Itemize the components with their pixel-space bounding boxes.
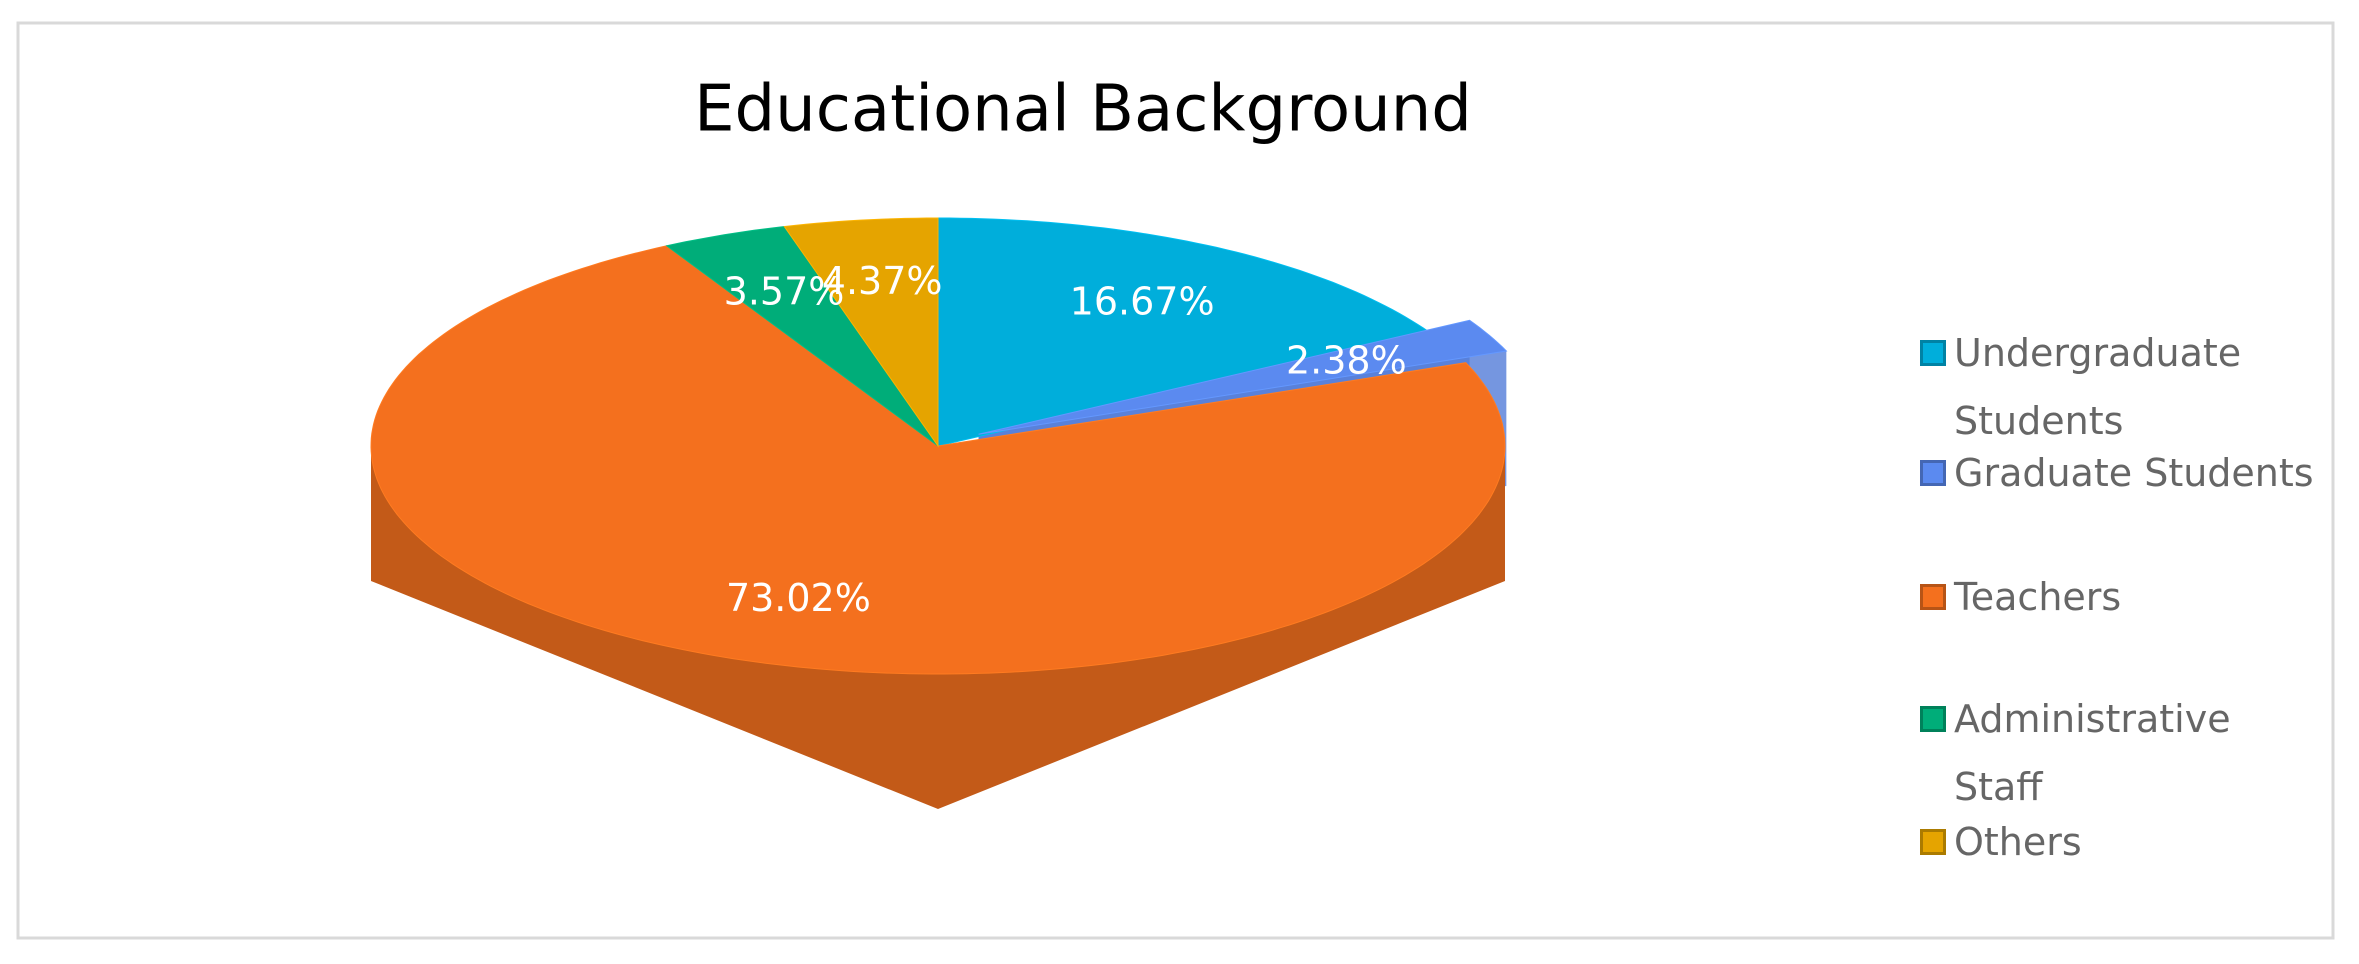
legend-item: Others (1920, 819, 2314, 876)
pie-slice (370, 245, 1506, 675)
data-label: 73.02% (726, 576, 871, 620)
chart-title: Educational Background (694, 73, 1472, 147)
pie-slice (937, 217, 1431, 447)
legend-swatch (1920, 340, 1946, 366)
data-label: 3.57% (724, 269, 845, 313)
legend-item: Administrative Staff (1920, 696, 2314, 821)
legend-label: Teachers (1954, 575, 2122, 619)
legend-item: Graduate Students (1920, 450, 2314, 507)
pie-tops (370, 217, 1508, 675)
legend-item: Undergraduate Students (1920, 330, 2314, 455)
legend-swatch (1920, 584, 1946, 610)
pie-labels: 16.67% 2.38% 73.02% 3.57%4.37% (724, 259, 1407, 620)
legend-swatch (1920, 460, 1946, 486)
legend-label: Administrative Staff (1954, 697, 2231, 809)
legend-label: Others (1954, 820, 2082, 864)
legend-label: Undergraduate Students (1954, 331, 2242, 443)
pie-slice (978, 319, 1508, 435)
pie-slice (665, 225, 939, 447)
legend-swatch (1920, 706, 1946, 732)
data-label: 4.37% (822, 259, 943, 303)
pie-slice-side (371, 446, 1505, 809)
data-label: 16.67% (1070, 279, 1215, 323)
legend-item: Teachers (1920, 574, 2314, 631)
data-label: 2.38% (1286, 339, 1407, 383)
legend-label: Graduate Students (1954, 451, 2314, 495)
pie-slice (783, 217, 939, 448)
legend-swatch (1920, 829, 1946, 855)
